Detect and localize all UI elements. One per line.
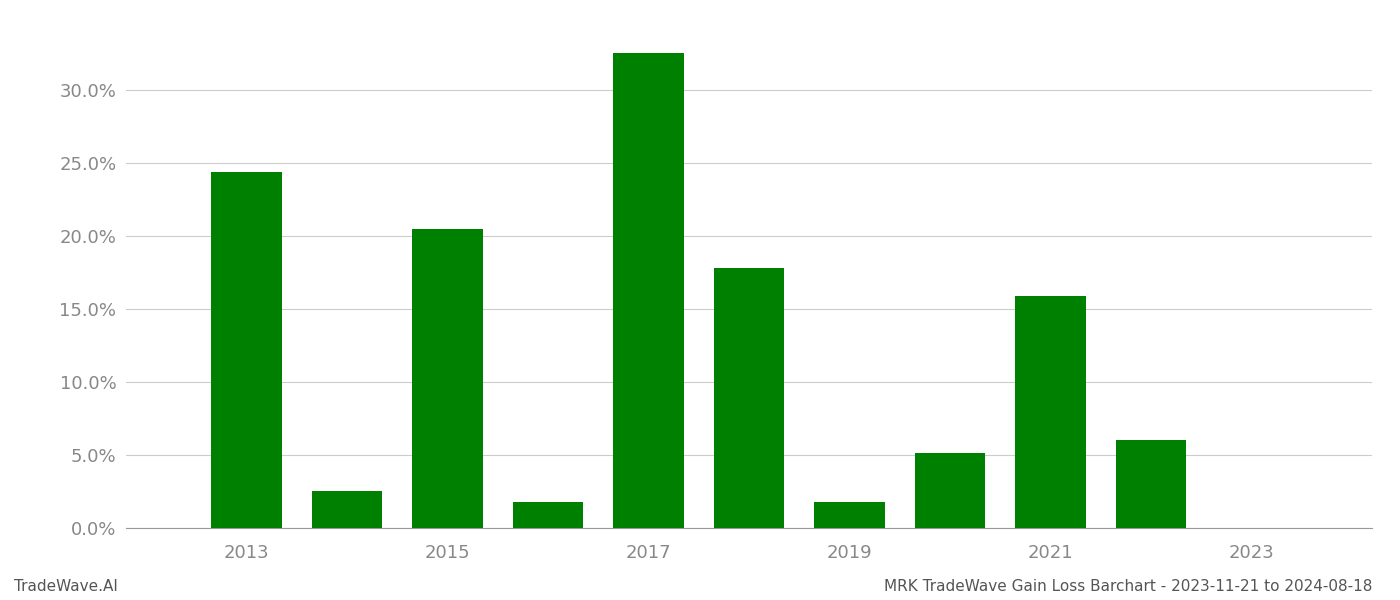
- Bar: [815, 502, 885, 528]
- Bar: [1015, 296, 1085, 528]
- Bar: [312, 491, 382, 528]
- Bar: [512, 502, 584, 528]
- Text: TradeWave.AI: TradeWave.AI: [14, 579, 118, 594]
- Bar: [613, 53, 683, 528]
- Bar: [413, 229, 483, 528]
- Bar: [914, 454, 986, 528]
- Bar: [714, 268, 784, 528]
- Bar: [1116, 440, 1186, 528]
- Bar: [211, 172, 281, 528]
- Text: MRK TradeWave Gain Loss Barchart - 2023-11-21 to 2024-08-18: MRK TradeWave Gain Loss Barchart - 2023-…: [883, 579, 1372, 594]
